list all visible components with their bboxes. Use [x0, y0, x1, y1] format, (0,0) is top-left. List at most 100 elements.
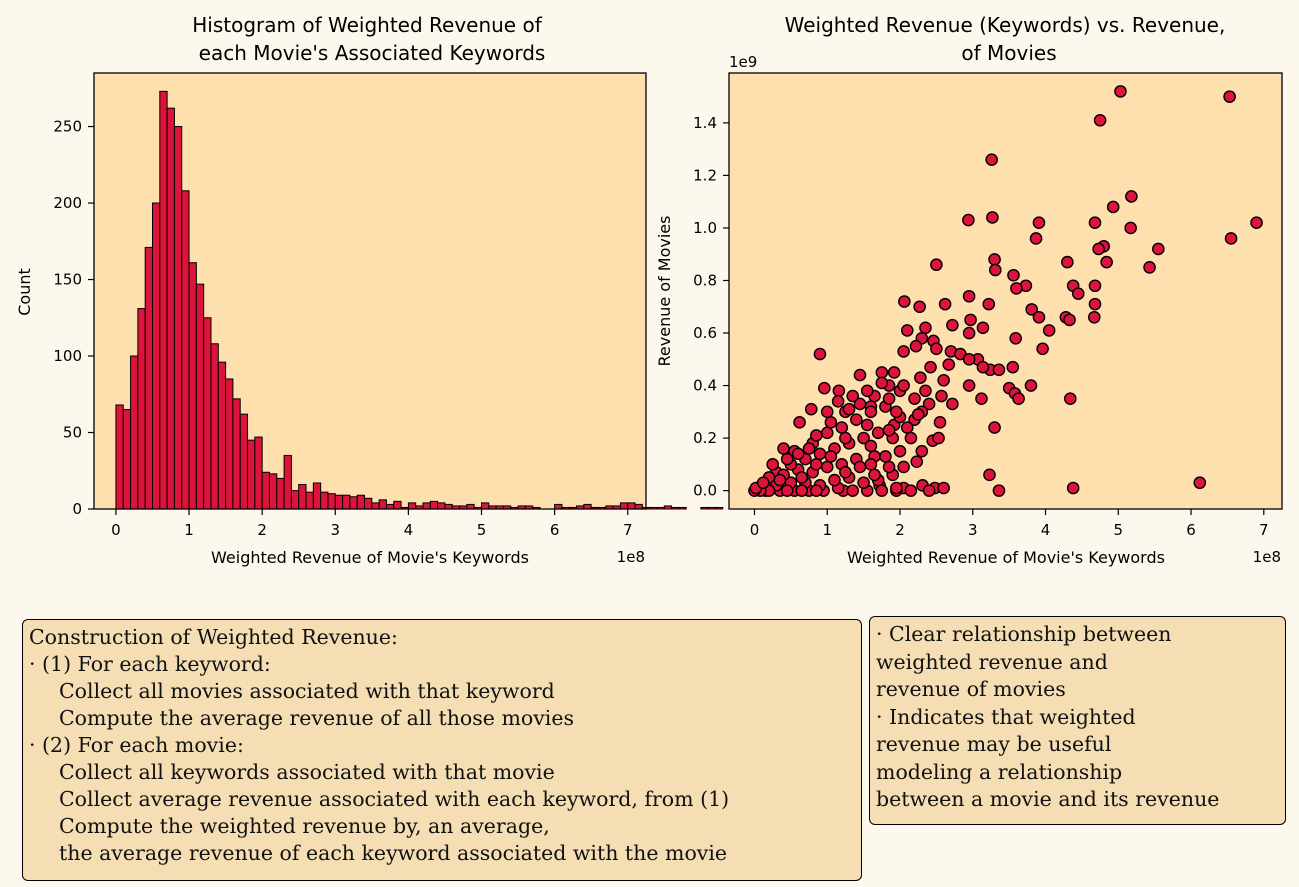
- scatter-point: [860, 384, 874, 398]
- scatter-point: [900, 324, 914, 337]
- scatter-point: [777, 442, 790, 455]
- histogram-bar: [210, 343, 219, 510]
- scatter-point: [992, 484, 1006, 497]
- scatter-point: [946, 318, 959, 332]
- histogram-x-tick-label: 2: [257, 521, 267, 539]
- histogram-chart: Histogram of Weighted Revenue of each Mo…: [15, 13, 914, 567]
- scatter-point: [795, 484, 809, 497]
- construction-step2-collect-keywords: Collect all keywords associated with tha…: [59, 760, 555, 784]
- scatter-point: [810, 429, 823, 442]
- conclusion-line-5: revenue may be useful: [876, 732, 1112, 756]
- histogram-bar: [305, 491, 314, 510]
- scatter-point: [893, 444, 907, 458]
- scatter-point: [1250, 216, 1263, 230]
- scatter-point: [1100, 255, 1113, 269]
- scatter-point: [1125, 190, 1138, 203]
- conclusion-line-7: between a movie and its revenue: [876, 787, 1220, 811]
- histogram-bar: [290, 490, 300, 510]
- histogram-bar: [554, 503, 563, 510]
- histogram-bar: [378, 499, 387, 510]
- histogram-x-tick-label: 0: [111, 521, 121, 539]
- scatter-chart: Weighted Revenue (Keywords) vs. Revenue,…: [655, 13, 1283, 567]
- scatter-point: [780, 484, 794, 497]
- scatter-point: [982, 297, 996, 311]
- scatter-point: [988, 421, 1001, 434]
- scatter-point: [1024, 379, 1038, 392]
- scatter-point: [828, 473, 841, 487]
- scatter-point: [904, 484, 918, 497]
- scatter-point: [1092, 242, 1105, 256]
- histogram-y-tick-label: 200: [53, 194, 82, 212]
- scatter-x-tick-label: 4: [1041, 521, 1051, 539]
- histogram-x-ticks: 0 1 2 3 4 5 6 7: [111, 509, 632, 539]
- histogram-bar: [663, 505, 673, 510]
- scatter-point: [846, 484, 859, 497]
- scatter-point: [922, 397, 936, 411]
- histogram-x-offset-text: 1e8: [617, 548, 645, 566]
- scatter-point: [850, 413, 863, 426]
- scatter-point: [1114, 85, 1127, 98]
- scatter-point: [820, 426, 834, 440]
- histogram-bar: [371, 502, 380, 510]
- scatter-point: [976, 321, 990, 335]
- scatter-y-tick-label: 0.0: [693, 482, 717, 500]
- scatter-point: [1009, 331, 1022, 345]
- scatter-point: [900, 421, 914, 434]
- histogram-bar: [320, 491, 329, 510]
- histogram-y-tick-label: 50: [63, 424, 82, 442]
- scatter-point: [1088, 279, 1102, 293]
- scatter-y-tick-label: 1.4: [693, 114, 717, 132]
- scatter-y-tick-label: 0.6: [693, 324, 717, 342]
- scatter-point: [897, 345, 910, 358]
- scatter-point: [988, 253, 1001, 266]
- scatter-point: [1063, 392, 1077, 405]
- scatter-y-tick-label: 0.2: [693, 429, 717, 447]
- scatter-point: [904, 431, 918, 445]
- histogram-bar: [327, 493, 336, 510]
- conclusion-line-6: modeling a relationship: [876, 759, 1123, 784]
- scatter-point: [897, 379, 910, 392]
- scatter-point: [773, 473, 787, 487]
- scatter-x-tick-label: 3: [968, 521, 978, 539]
- scatter-point: [882, 392, 896, 405]
- histogram-bar: [247, 439, 256, 510]
- scatter-point: [864, 458, 878, 471]
- scatter-x-offset-text: 1e8: [1253, 548, 1281, 566]
- scatter-axes-frame: [728, 72, 1283, 510]
- scatter-point: [1106, 200, 1120, 214]
- scatter-point: [839, 465, 852, 479]
- scatter-point: [875, 376, 889, 390]
- histogram-bar: [115, 404, 124, 510]
- scatter-point: [1193, 476, 1207, 490]
- construction-step1-compute: Compute the average revenue of all those…: [59, 706, 575, 730]
- scatter-point: [1088, 216, 1102, 230]
- scatter-point: [756, 476, 770, 490]
- scatter-point: [887, 366, 901, 379]
- histogram-y-axis-label: Count: [15, 268, 34, 316]
- scatter-point: [962, 352, 976, 366]
- scatter-point: [898, 295, 911, 308]
- histogram-bar: [203, 317, 212, 510]
- scatter-point: [1025, 303, 1038, 316]
- scatter-point: [1012, 392, 1025, 405]
- scatter-point: [810, 458, 823, 471]
- histogram-bar: [151, 202, 161, 510]
- scatter-point: [938, 297, 952, 311]
- scatter-point: [962, 326, 976, 340]
- scatter-point: [962, 289, 976, 303]
- scatter-point: [909, 339, 923, 353]
- histogram-bar: [232, 398, 241, 510]
- scatter-point: [962, 213, 975, 227]
- histogram-bar: [283, 454, 292, 510]
- histogram-bar: [312, 482, 322, 510]
- scatter-point: [976, 360, 990, 374]
- scatter-point: [897, 460, 910, 474]
- scatter-point: [908, 392, 921, 405]
- scatter-point: [853, 460, 867, 474]
- histogram-bar: [342, 494, 351, 510]
- scatter-point: [780, 452, 794, 466]
- scatter-point: [890, 481, 903, 495]
- scatter-point: [766, 458, 779, 471]
- conclusion-line-3: revenue of movies: [876, 677, 1066, 701]
- scatter-point: [875, 366, 889, 379]
